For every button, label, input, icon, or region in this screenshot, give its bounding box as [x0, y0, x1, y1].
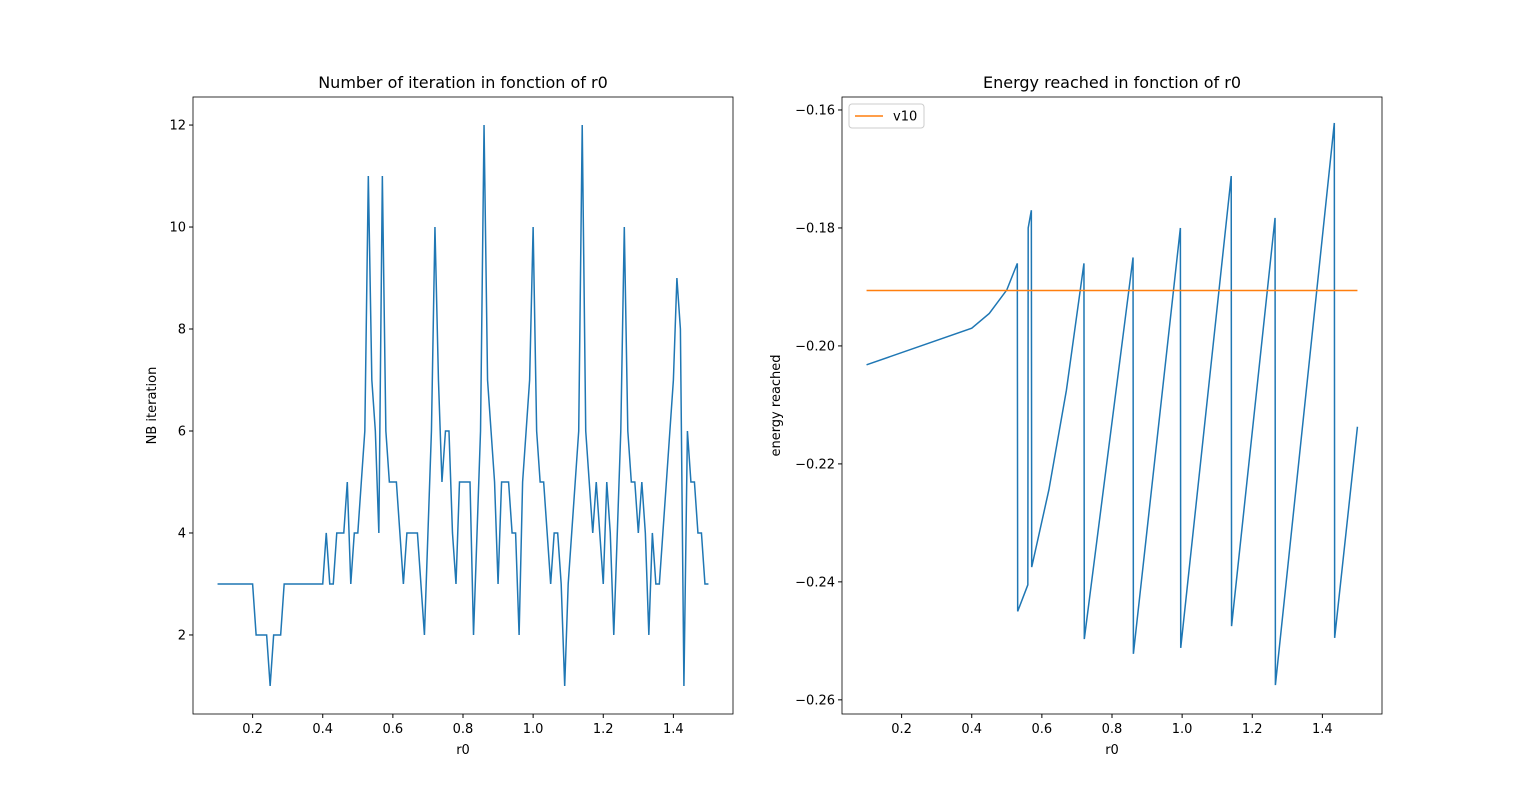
y-axis-label: NB iteration	[145, 367, 160, 445]
y-tick-label: 8	[178, 323, 186, 338]
x-tick-label: 0.8	[453, 722, 474, 737]
x-tick-label: 0.2	[242, 722, 263, 737]
x-tick-label: 0.2	[891, 722, 912, 737]
chart-title: Energy reached in fonction of r0	[983, 73, 1241, 92]
x-tick-label: 0.6	[383, 722, 404, 737]
axes-frame	[192, 96, 734, 715]
y-tick-label: −0.16	[795, 103, 835, 118]
data-line	[866, 122, 1359, 686]
y-tick-label: 10	[169, 221, 186, 236]
x-tick-label: 0.4	[312, 722, 333, 737]
legend-box	[848, 103, 925, 129]
y-axis-label: energy reached	[769, 354, 784, 456]
y-tick-label: 12	[169, 119, 186, 134]
x-tick-label: 0.8	[1102, 722, 1123, 737]
x-tick-label: 1.4	[1312, 722, 1333, 737]
x-tick-label: 1.0	[523, 722, 544, 737]
axes-frame	[841, 96, 1383, 715]
x-tick-label: 1.2	[593, 722, 614, 737]
x-tick-label: 1.2	[1242, 722, 1263, 737]
y-tick-label: −0.26	[795, 693, 835, 708]
data-line	[217, 125, 709, 687]
y-tick-label: 6	[178, 424, 186, 439]
x-tick-label: 1.4	[663, 722, 684, 737]
y-tick-label: −0.18	[795, 221, 835, 236]
x-axis-label: r0	[1105, 743, 1119, 758]
legend-label: v10	[893, 110, 917, 125]
x-tick-label: 0.4	[961, 722, 982, 737]
x-axis-label: r0	[456, 743, 470, 758]
y-tick-label: −0.22	[795, 457, 835, 472]
x-tick-label: 0.6	[1032, 722, 1053, 737]
y-tick-label: −0.24	[795, 575, 835, 590]
y-tick-label: 2	[178, 628, 186, 643]
y-tick-label: −0.20	[795, 339, 835, 354]
y-tick-label: 4	[178, 526, 186, 541]
x-tick-label: 1.0	[1172, 722, 1193, 737]
chart-title: Number of iteration in fonction of r0	[318, 73, 608, 92]
